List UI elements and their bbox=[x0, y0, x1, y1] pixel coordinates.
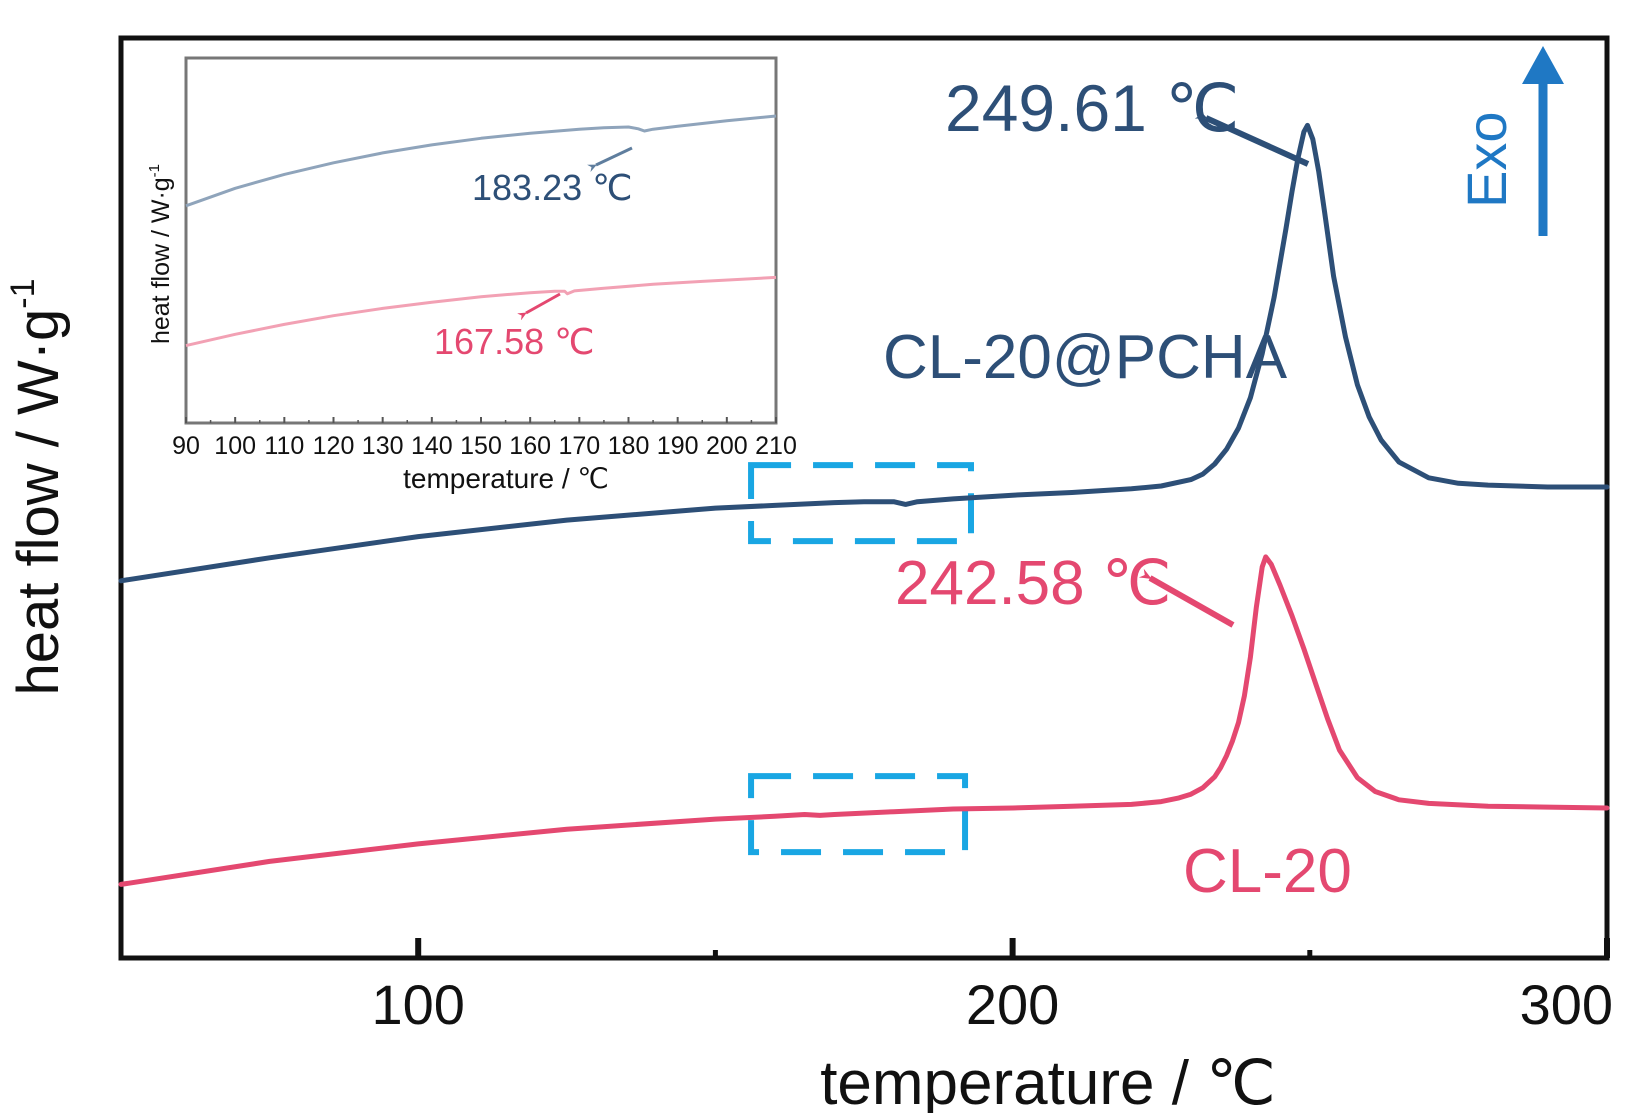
inset-x-tick-label-150: 150 bbox=[460, 432, 502, 460]
inset-label-cl20: 167.58 ℃ bbox=[434, 321, 595, 362]
inset-x-tick-label-110: 110 bbox=[264, 432, 304, 460]
inset-plot-frame bbox=[184, 56, 778, 425]
main-x-tick-label-200: 200 bbox=[966, 973, 1059, 1036]
inset-x-tick-label-100: 100 bbox=[214, 432, 256, 460]
main-series-cl-20-pcha bbox=[118, 122, 1610, 584]
inset-x-tick-labels: 90 100 110 120 130 140 150 160 170 180 190 200 210 bbox=[172, 432, 797, 460]
inset-x-axis-label: temperature / ℃ bbox=[403, 463, 609, 494]
inset-x-ticks bbox=[185, 417, 777, 423]
inset-chart: 90 100 110 120 130 140 150 160 170 180 190 200 210 1… bbox=[146, 56, 797, 494]
highlight-box-cl-20-pcha bbox=[748, 462, 974, 545]
inset-x-tick-label-130: 130 bbox=[362, 432, 404, 460]
peak-label-cl20-pcha: 249.61 ℃ bbox=[945, 71, 1239, 145]
main-x-tick-label-100: 100 bbox=[371, 973, 464, 1036]
highlight-box-cl-20 bbox=[748, 773, 969, 856]
inset-arrow-cl20 bbox=[517, 292, 561, 321]
main-x-tick-labels: 100 200 300 bbox=[371, 973, 1613, 1036]
inset-x-tick-label-210: 210 bbox=[755, 432, 797, 460]
main-y-axis-label: heat flow / W·g-1 bbox=[4, 278, 71, 695]
inset-series-cl-20 bbox=[185, 275, 777, 348]
exo-indicator: Exo bbox=[1455, 46, 1564, 236]
inset-x-tick-label-180: 180 bbox=[608, 432, 650, 460]
exo-arrowhead-icon bbox=[1522, 46, 1564, 84]
series-label-cl20: CL-20 bbox=[1183, 837, 1352, 906]
peak-label-cl20: 242.58 ℃ bbox=[895, 549, 1172, 618]
inset-x-tick-label-140: 140 bbox=[411, 432, 453, 460]
inset-label-cl20-pcha: 183.23 ℃ bbox=[472, 167, 633, 208]
inset-x-tick-label-120: 120 bbox=[313, 432, 355, 460]
main-plot-frame bbox=[118, 35, 1610, 961]
main-x-tick-label-300: 300 bbox=[1520, 973, 1613, 1036]
inset-x-tick-label-200: 200 bbox=[706, 432, 748, 460]
peak-arrow-cl20 bbox=[1138, 568, 1235, 628]
main-x-ticks bbox=[415, 938, 1610, 958]
inset-x-tick-label-160: 160 bbox=[509, 432, 551, 460]
main-series-cl-20 bbox=[118, 554, 1610, 887]
inset-x-tick-label-170: 170 bbox=[558, 432, 600, 460]
inset-x-tick-label-190: 190 bbox=[657, 432, 699, 460]
inset-series-cl-20-pcha bbox=[185, 114, 777, 208]
main-series-lines bbox=[118, 122, 1610, 887]
inset-arrow-cl20-pcha bbox=[587, 146, 633, 173]
highlight-boxes bbox=[748, 462, 974, 856]
inset-y-axis-label: heat flow / W·g-1 bbox=[146, 164, 175, 344]
inset-x-tick-label-90: 90 bbox=[172, 432, 200, 460]
main-chart: 100 200 300 249.61 ℃ 242.58 ℃ CL-20@PCHA C… bbox=[4, 35, 1613, 1113]
peak-arrow-cl20-pcha bbox=[1194, 109, 1310, 167]
inset-series-lines bbox=[185, 114, 777, 348]
main-x-axis-label: temperature / ℃ bbox=[820, 1049, 1276, 1113]
exo-label: Exo bbox=[1455, 112, 1518, 209]
series-label-cl20-pcha: CL-20@PCHA bbox=[883, 323, 1288, 392]
